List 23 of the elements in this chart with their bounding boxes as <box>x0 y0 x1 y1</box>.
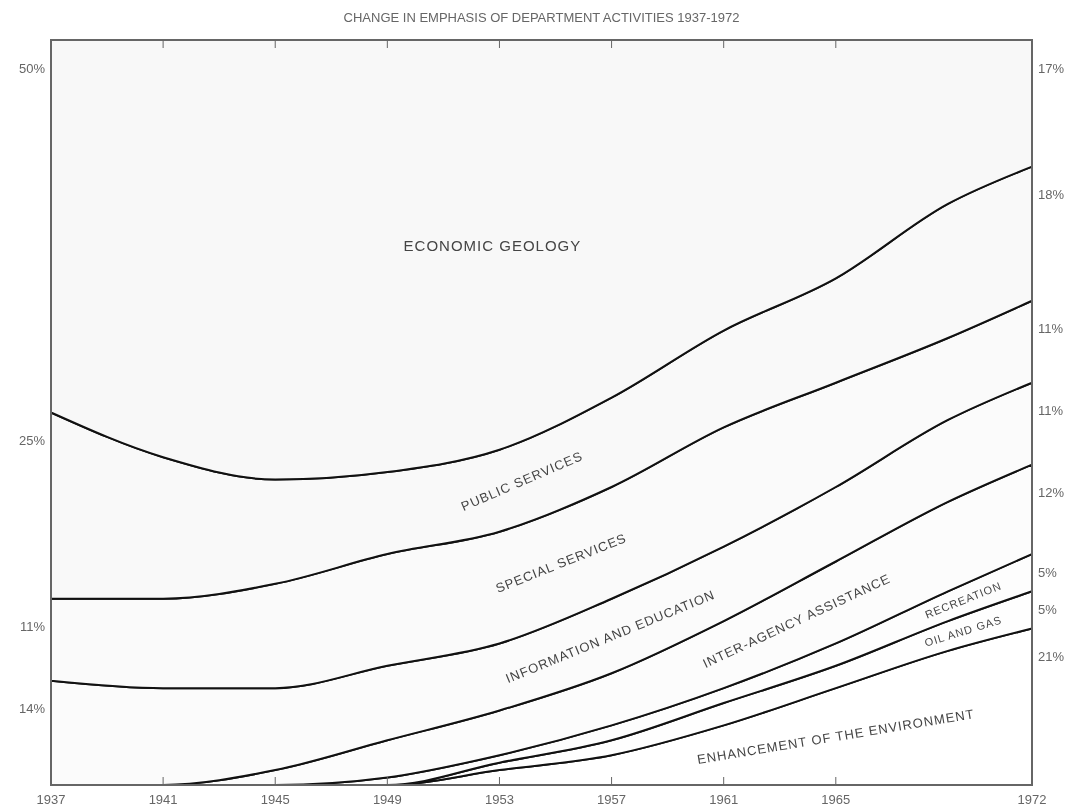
data-label: 5% <box>1038 565 1058 581</box>
data-label: 12% <box>1038 485 1065 501</box>
x-tick-label: 1945 <box>260 792 290 807</box>
data-label: 11% <box>1038 403 1064 419</box>
data-label: 25% <box>18 433 46 449</box>
series-label: ECONOMIC GEOLOGY <box>403 236 582 254</box>
data-label: 18% <box>1038 187 1065 203</box>
x-tick-label: 1957 <box>597 792 627 807</box>
data-label: 11% <box>19 619 46 635</box>
chart-title: CHANGE IN EMPHASIS OF DEPARTMENT ACTIVITIES 1937-1972 <box>343 10 740 25</box>
x-tick-label: 1949 <box>372 792 402 807</box>
data-label: 11% <box>1038 321 1064 337</box>
x-tick-label: 1961 <box>709 792 739 807</box>
x-tick-label: 1937 <box>36 792 66 807</box>
data-label: 21% <box>1038 649 1065 665</box>
data-label: 5% <box>1038 602 1058 618</box>
x-tick-label: 1953 <box>485 792 514 807</box>
data-label: 50% <box>18 60 46 76</box>
x-tick-label: 1941 <box>148 792 178 807</box>
data-label: 14% <box>18 701 46 717</box>
x-tick-label: 1972 <box>1017 792 1047 807</box>
x-tick-label: 1965 <box>821 792 851 807</box>
data-label: 17% <box>1038 60 1065 76</box>
